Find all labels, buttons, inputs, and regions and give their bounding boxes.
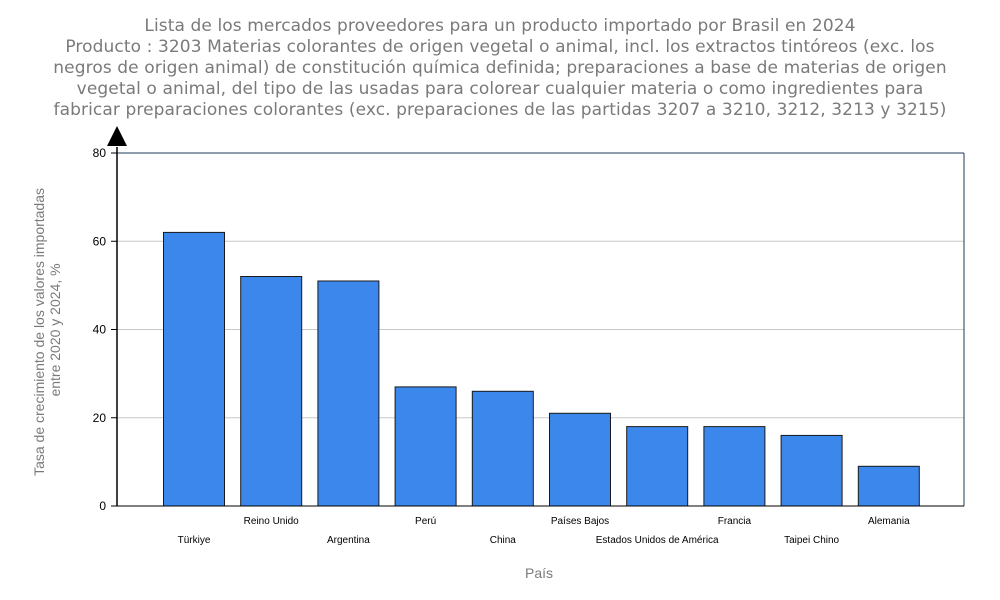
bar bbox=[471, 390, 534, 507]
title-line-1: Lista de los mercados proveedores para u… bbox=[144, 16, 856, 36]
y-tick-label: 60 bbox=[93, 234, 107, 248]
y-axis-title-line-2: entre 2020 y 2024, % bbox=[47, 263, 63, 396]
x-tick-label: Francia bbox=[718, 516, 752, 527]
y-tick-labels: 0 20 40 60 80 bbox=[93, 146, 107, 513]
y-tick-label: 40 bbox=[93, 323, 107, 337]
bar bbox=[240, 276, 303, 507]
x-tick-label: Alemania bbox=[868, 516, 910, 527]
title-line-5: fabricar preparaciones colorantes (exc. … bbox=[53, 100, 947, 120]
x-tick-labels: Türkiye Reino Unido Argentina Perú China País… bbox=[178, 516, 910, 546]
x-tick-label: Argentina bbox=[327, 535, 370, 546]
x-tick-label: Reino Unido bbox=[244, 516, 299, 527]
title-line-3: negros de origen animal) de constitución… bbox=[53, 58, 947, 78]
y-tick-label: 0 bbox=[99, 499, 106, 513]
bar bbox=[780, 434, 843, 507]
x-tick-label: Estados Unidos de América bbox=[596, 535, 719, 546]
axes bbox=[107, 126, 965, 507]
y-axis-arrow-icon bbox=[107, 126, 127, 146]
bars bbox=[163, 231, 920, 507]
chart-title: Lista de los mercados proveedores para u… bbox=[20, 16, 980, 121]
bar bbox=[703, 426, 766, 507]
x-tick-label: Taipei Chino bbox=[784, 535, 839, 546]
title-line-4: vegetal o animal, del tipo de las usadas… bbox=[76, 79, 924, 99]
x-axis-title: País bbox=[525, 565, 553, 581]
x-tick-label: Países Bajos bbox=[551, 516, 609, 527]
bar bbox=[394, 386, 457, 507]
y-axis-title: Tasa de crecimiento de los valores impor… bbox=[31, 184, 63, 476]
bar bbox=[857, 465, 920, 507]
bar bbox=[549, 412, 611, 507]
x-tick-label: Türkiye bbox=[178, 535, 211, 546]
bar bbox=[626, 426, 689, 507]
bar bbox=[317, 280, 380, 507]
y-tick-label: 20 bbox=[93, 411, 107, 425]
bar bbox=[163, 231, 225, 507]
x-tick-label: China bbox=[490, 535, 517, 546]
y-tick-label: 80 bbox=[93, 146, 107, 160]
title-line-2: Producto : 3203 Materias colorantes de o… bbox=[65, 37, 935, 57]
y-axis-title-line-1: Tasa de crecimiento de los valores impor… bbox=[31, 188, 47, 476]
x-tick-label: Perú bbox=[415, 516, 436, 527]
